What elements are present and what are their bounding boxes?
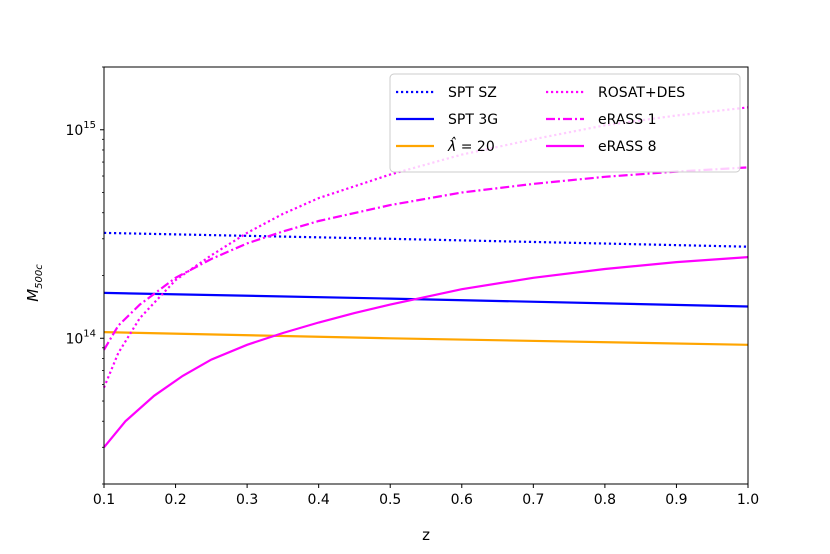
y-tick-label: 1015 (65, 120, 96, 139)
series-line-2 (103, 331, 749, 346)
x-axis-label: z (422, 526, 430, 544)
x-tick-label: 1.0 (737, 492, 759, 508)
y-axis-label-sub: 500c (34, 264, 45, 289)
x-tick-label: 0.8 (594, 492, 616, 508)
legend-label: eRASS 1 (598, 112, 656, 128)
legend: SPT SZ SPT 3G λ̂ = 20 ROSAT+DES eRASS 1 eRASS… (389, 73, 741, 173)
series-line-4 (103, 166, 749, 351)
legend-label: ROSAT+DES (598, 85, 685, 101)
x-tick-label: 0.5 (379, 492, 401, 508)
x-tick-label: 0.6 (451, 492, 473, 508)
y-axis-label-main: M (24, 289, 42, 302)
x-tick-label: 0.9 (665, 492, 687, 508)
plot-lines (102, 106, 749, 448)
x-tick-label: 0.3 (236, 492, 258, 508)
legend-box (389, 73, 741, 173)
series-line-0 (103, 231, 749, 248)
legend-label: SPT SZ (448, 85, 497, 101)
series-line-3 (102, 106, 749, 389)
series-line-5 (103, 256, 749, 448)
y-tick-label: 1014 (65, 328, 96, 347)
legend-label: eRASS 8 (598, 139, 656, 155)
legend-label: SPT 3G (448, 112, 498, 128)
series-line-1 (103, 291, 749, 308)
x-tick-label: 0.2 (164, 492, 186, 508)
x-tick-label: 0.1 (93, 492, 115, 508)
x-tick-label: 0.7 (522, 492, 544, 508)
x-tick-label: 0.4 (308, 492, 330, 508)
legend-label: λ̂ = 20 (447, 136, 495, 155)
y-axis-label: M500c (24, 264, 45, 302)
y-axis: 1014 1015 (65, 66, 104, 485)
x-axis: 0.1 0.2 0.3 0.4 0.5 0.6 0.7 0.8 0.9 1.0 (93, 484, 759, 508)
